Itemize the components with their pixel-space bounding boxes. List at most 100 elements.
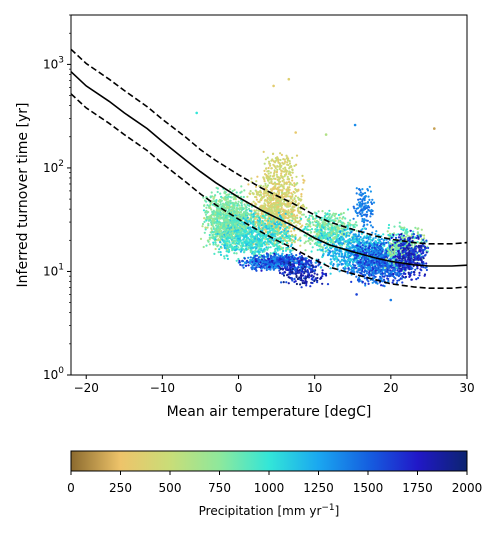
scatter-point bbox=[279, 211, 282, 214]
scatter-point bbox=[349, 231, 352, 234]
scatter-point bbox=[283, 232, 286, 235]
scatter-point bbox=[246, 216, 249, 219]
scatter-point bbox=[219, 211, 222, 214]
scatter-point bbox=[291, 216, 294, 220]
scatter-point bbox=[318, 248, 321, 251]
scatter-point bbox=[382, 233, 385, 236]
scatter-point bbox=[292, 214, 295, 217]
scatter-point bbox=[336, 265, 339, 268]
scatter-point bbox=[277, 189, 280, 192]
scatter-point bbox=[261, 250, 264, 253]
scatter-point bbox=[270, 233, 273, 236]
scatter-point bbox=[288, 258, 291, 262]
scatter-point bbox=[269, 255, 272, 258]
scatter-point bbox=[374, 232, 377, 236]
scatter-point bbox=[338, 250, 341, 253]
scatter-point bbox=[302, 178, 305, 181]
scatter-point bbox=[226, 254, 229, 257]
scatter-point bbox=[341, 221, 344, 224]
scatter-point bbox=[247, 256, 250, 259]
scatter-point bbox=[276, 225, 279, 228]
scatter-point bbox=[263, 216, 266, 219]
scatter-point bbox=[294, 261, 298, 265]
scatter-point bbox=[306, 225, 309, 228]
scatter-point bbox=[214, 233, 217, 236]
scatter-point bbox=[249, 256, 252, 259]
scatter-point bbox=[255, 247, 258, 250]
scatter-point bbox=[289, 205, 292, 208]
scatter-point bbox=[313, 272, 316, 275]
scatter-point bbox=[273, 237, 276, 240]
scatter-point bbox=[264, 225, 267, 228]
scatter-point bbox=[301, 188, 304, 191]
scatter-point bbox=[268, 265, 271, 269]
scatter-point bbox=[284, 224, 287, 227]
scatter-point bbox=[272, 202, 275, 205]
scatter-point bbox=[294, 280, 297, 283]
scatter-point bbox=[308, 214, 311, 217]
scatter-point bbox=[246, 195, 249, 198]
scatter-point bbox=[280, 216, 283, 219]
scatter-point bbox=[263, 257, 266, 260]
scatter-point bbox=[203, 231, 206, 234]
scatter-point bbox=[242, 266, 245, 269]
scatter-point bbox=[276, 242, 280, 245]
scatter-point bbox=[284, 212, 287, 215]
scatter-point bbox=[247, 264, 250, 267]
scatter-point bbox=[237, 231, 240, 234]
scatter-point bbox=[267, 226, 270, 229]
scatter-point bbox=[246, 259, 249, 262]
scatter-point bbox=[268, 260, 271, 264]
scatter-point bbox=[291, 279, 294, 282]
scatter-point bbox=[329, 272, 332, 275]
scatter-point bbox=[319, 266, 322, 269]
scatter-point bbox=[238, 238, 241, 241]
scatter-point bbox=[263, 180, 266, 183]
scatter-point bbox=[309, 285, 312, 288]
scatter-point bbox=[343, 228, 346, 231]
scatter-point bbox=[322, 237, 325, 240]
scatter-point bbox=[339, 260, 342, 263]
scatter-point bbox=[212, 241, 215, 244]
scatter-point bbox=[309, 268, 312, 271]
scatter-point bbox=[323, 224, 326, 227]
scatter-point bbox=[230, 226, 233, 229]
scatter-point bbox=[285, 267, 288, 271]
scatter-point bbox=[296, 277, 299, 281]
scatter-point bbox=[359, 236, 362, 239]
scatter-point bbox=[347, 258, 350, 261]
scatter-point bbox=[336, 229, 339, 232]
scatter-point bbox=[310, 250, 313, 253]
scatter-point bbox=[291, 277, 294, 280]
scatter-point bbox=[316, 273, 319, 276]
scatter-point bbox=[201, 222, 205, 226]
scatter-point bbox=[213, 252, 216, 255]
scatter-point bbox=[281, 242, 284, 245]
scatter-point bbox=[318, 222, 321, 225]
scatter-point bbox=[244, 219, 247, 222]
scatter-point bbox=[258, 234, 262, 237]
scatter-point bbox=[375, 230, 378, 233]
scatter-point bbox=[309, 231, 312, 234]
scatter-point bbox=[293, 227, 296, 230]
scatter-point bbox=[281, 252, 284, 255]
scatter-point bbox=[363, 277, 366, 280]
scatter-point bbox=[276, 201, 280, 204]
scatter-point bbox=[285, 188, 288, 191]
scatter-point bbox=[265, 188, 268, 191]
scatter-point bbox=[304, 215, 307, 218]
scatter-point bbox=[270, 259, 274, 263]
scatter-point bbox=[338, 270, 341, 273]
scatter-point bbox=[208, 233, 211, 237]
scatter-point bbox=[235, 252, 238, 255]
scatter-point bbox=[236, 204, 239, 207]
scatter-point bbox=[301, 267, 305, 270]
scatter-point bbox=[255, 266, 258, 269]
scatter-point bbox=[293, 277, 296, 280]
scatter-point bbox=[231, 236, 234, 240]
scatter-point bbox=[305, 222, 308, 226]
scatter-point bbox=[285, 194, 289, 198]
scatter-point bbox=[276, 263, 280, 266]
scatter-point bbox=[307, 272, 310, 275]
scatter-point bbox=[257, 230, 260, 233]
